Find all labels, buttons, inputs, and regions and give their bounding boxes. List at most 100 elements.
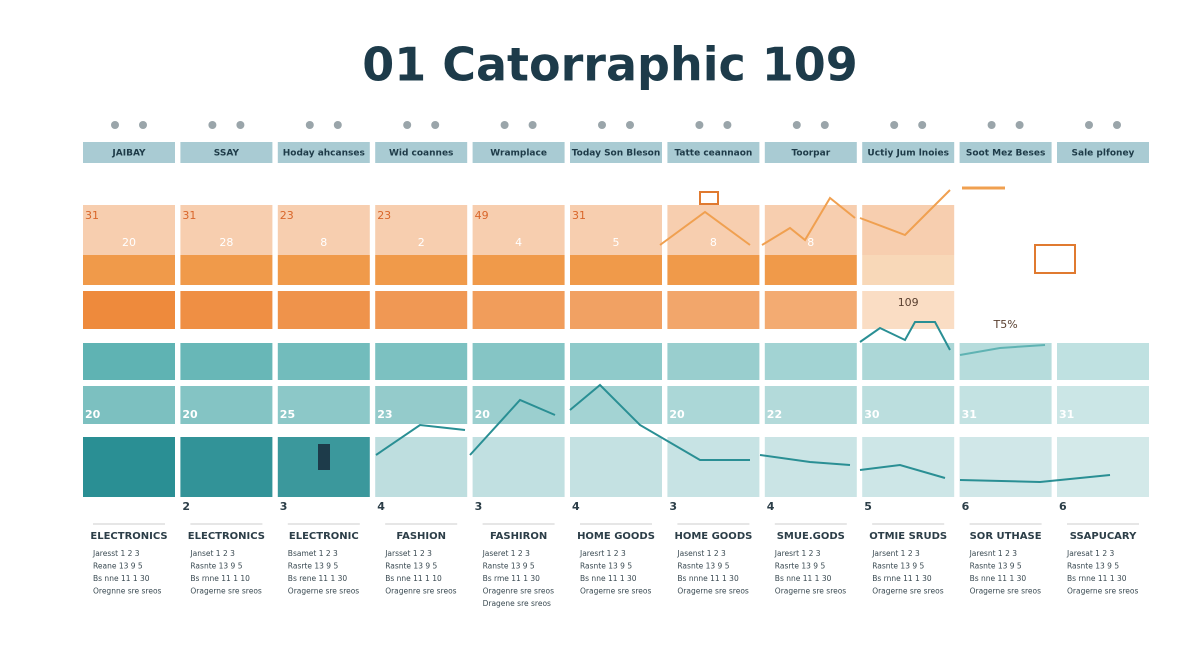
category: SMUE.GODS (777, 531, 845, 542)
detail-row: Bs rnne 11 1 10 (190, 574, 250, 583)
mid-value: 8 (807, 236, 814, 249)
column-header: Wramplace (490, 149, 547, 159)
column-header: Soot Mez Beses (966, 149, 1046, 159)
detail-row: Jaresrt 1 2 3 (774, 549, 821, 558)
orange-band (180, 205, 273, 255)
teal-band (1057, 343, 1149, 380)
teal-value: 31 (962, 408, 977, 421)
teal-value: 20 (85, 408, 101, 421)
detail-row: Oragerne sre sreos (1067, 587, 1139, 596)
bottom-value: 3 (669, 500, 677, 513)
detail-row: Ranste 13 9 5 (483, 562, 535, 571)
teal-band (277, 343, 370, 380)
teal-band (472, 386, 565, 424)
category: SOR UTHASE (970, 531, 1042, 542)
drop-icon (1085, 121, 1093, 129)
teal-value: 31 (1059, 408, 1074, 421)
bottom-value: 2 (182, 500, 190, 513)
teal-band (959, 343, 1052, 380)
orange-band (667, 255, 760, 285)
detail-row: Jaresrt 1 2 3 (579, 549, 626, 558)
teal-band (180, 343, 273, 380)
orange-band (180, 255, 273, 285)
detail-row: Bs rnne 11 1 30 (872, 574, 932, 583)
detail-row: Oragerne sre sreos (580, 587, 652, 596)
category: ELECTRONIC (289, 531, 359, 542)
drop-icon (111, 121, 119, 129)
detail-row: Oragerne sre sreos (970, 587, 1042, 596)
teal-band (375, 343, 468, 380)
column-header: Wid coannes (389, 149, 453, 159)
detail-row: Rasnte 13 9 5 (970, 562, 1022, 571)
teal-value: 20 (475, 408, 491, 421)
drop-icon (1015, 121, 1024, 129)
drop-icon (695, 121, 704, 129)
detail-row: Jaresnt 1 2 3 (969, 549, 1018, 558)
teal-value: 23 (377, 408, 392, 421)
teal-band (472, 343, 565, 380)
drop-icon (723, 121, 732, 129)
top-value: 23 (377, 209, 391, 222)
teal-value: 20 (182, 408, 198, 421)
detail-row: Rasnte 13 9 5 (580, 562, 632, 571)
column-header: SSAY (214, 149, 240, 159)
top-value: 31 (572, 209, 586, 222)
orange-band (472, 291, 565, 329)
teal-band (1057, 386, 1149, 424)
orange-band (83, 291, 175, 329)
teal-band (277, 386, 370, 424)
detail-row: Jaresst 1 2 3 (92, 549, 140, 558)
drop-icon (528, 121, 537, 129)
teal-value: 30 (864, 408, 880, 421)
detail-row: Bs nne 11 1 10 (385, 574, 442, 583)
detail-row: Bs rene 11 1 30 (288, 574, 348, 583)
bottom-value: 4 (767, 500, 775, 513)
teal-band (764, 437, 857, 497)
mid-value: 5 (613, 236, 620, 249)
column-header: Hoday ahcanses (283, 149, 365, 159)
bottom-value: 4 (572, 500, 580, 513)
detail-row: Oragerne sre sreos (872, 587, 944, 596)
header-box (83, 142, 175, 163)
column-header: Uctiy Jum lnoies (867, 149, 949, 159)
detail-row: Rasnte 13 9 5 (872, 562, 924, 571)
category: HOME GOODS (674, 531, 752, 542)
mid-value: 28 (219, 236, 233, 249)
teal-band (667, 386, 760, 424)
category: FASHION (396, 531, 446, 542)
drop-icon (820, 121, 829, 129)
drop-icon (305, 121, 314, 129)
detail-row: Oragerne sre sreos (775, 587, 847, 596)
teal-band (1057, 437, 1149, 497)
orange-band (667, 205, 760, 255)
column-header: Tatte ceannaon (674, 149, 752, 159)
bottom-value: 6 (962, 500, 970, 513)
teal-band (764, 386, 857, 424)
teal-band (764, 343, 857, 380)
detail-row: Jaresat 1 2 3 (1066, 549, 1114, 558)
teal-band (959, 386, 1052, 424)
header-box (277, 142, 370, 163)
header-box (180, 142, 273, 163)
category: FASHIRON (490, 531, 547, 542)
orange-band (277, 291, 370, 329)
bottom-value: 3 (475, 500, 483, 513)
detail-row: Jaseret 1 2 3 (482, 549, 530, 558)
bottom-value: 3 (280, 500, 288, 513)
drop-icon (236, 121, 245, 129)
mid-value: 109 (898, 296, 919, 309)
teal-band (667, 437, 760, 497)
drop-icon (1113, 121, 1121, 129)
header-box (1057, 142, 1149, 163)
teal-band (83, 437, 175, 497)
top-value: 31 (182, 209, 196, 222)
orange-band (375, 255, 468, 285)
detail-row: Oragerne sre sreos (288, 587, 360, 596)
orange-band (570, 205, 662, 255)
teal-value: 25 (280, 408, 295, 421)
orange-band (764, 255, 857, 285)
drop-icon (987, 121, 996, 129)
drop-icon (139, 121, 147, 129)
mid-value: 20 (122, 236, 136, 249)
top-value: 49 (475, 209, 489, 222)
